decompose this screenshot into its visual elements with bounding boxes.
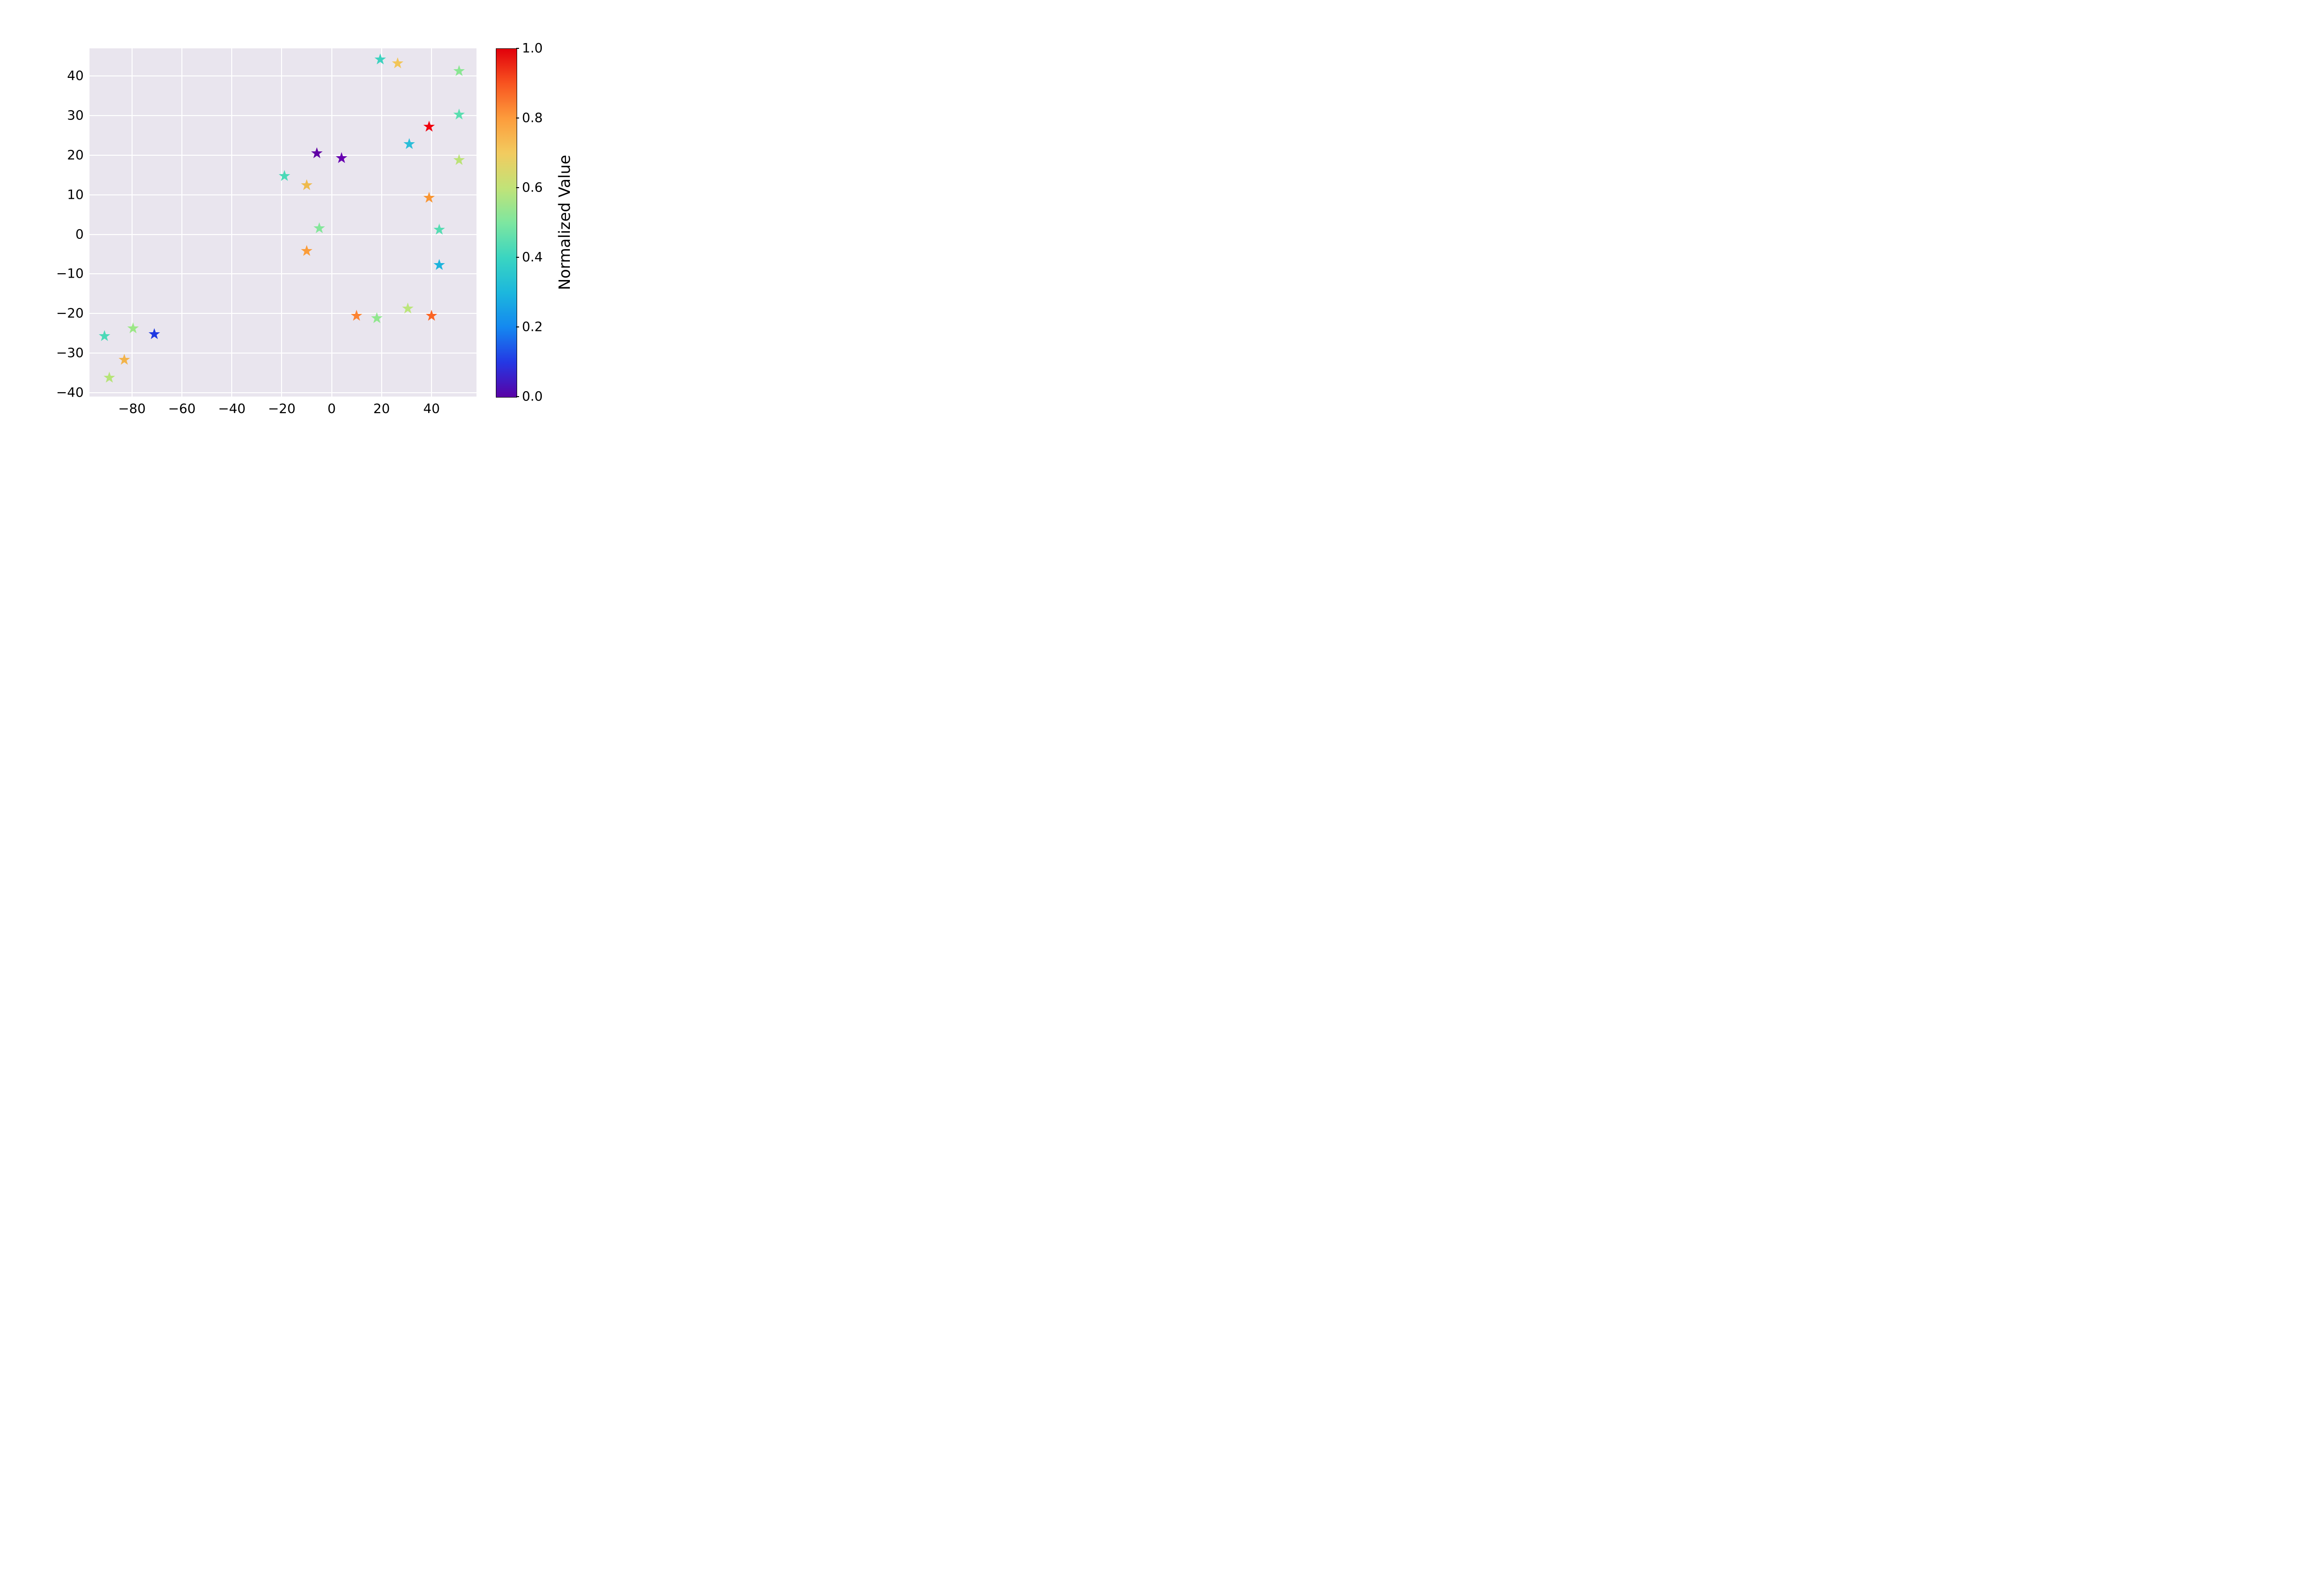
- gridline-vertical: [331, 48, 332, 397]
- gridline-horizontal: [89, 75, 476, 76]
- scatter-point: [425, 310, 438, 324]
- gridline-horizontal: [89, 115, 476, 116]
- gridline-horizontal: [89, 273, 476, 274]
- scatter-point: [453, 65, 465, 79]
- scatter-point: [118, 354, 131, 368]
- colorbar-label: Normalized Value: [555, 155, 574, 290]
- scatter-point: [311, 147, 323, 162]
- gridline-horizontal: [89, 194, 476, 195]
- scatter-point: [300, 179, 313, 193]
- x-tick-label: 0: [327, 401, 336, 416]
- colorbar-tick: [516, 396, 519, 397]
- colorbar-tick: [516, 48, 519, 49]
- gridline-vertical: [381, 48, 382, 397]
- colorbar-tick: [516, 326, 519, 327]
- scatter-point: [278, 170, 291, 184]
- colorbar-tick-label: 0.2: [522, 320, 543, 335]
- scatter-point: [374, 53, 387, 68]
- x-tick-label: 20: [373, 401, 390, 416]
- scatter-point: [350, 310, 363, 324]
- colorbar-tick-label: 1.0: [522, 41, 543, 56]
- y-tick-label: 40: [67, 69, 84, 84]
- colorbar-tick: [516, 257, 519, 258]
- x-tick-label: −40: [218, 401, 246, 416]
- scatter-point: [423, 120, 435, 135]
- gridline-horizontal: [89, 313, 476, 314]
- gridline-horizontal: [89, 392, 476, 393]
- x-tick-label: −60: [168, 401, 195, 416]
- scatter-point: [391, 57, 404, 72]
- colorbar-tick-label: 0.8: [522, 111, 543, 126]
- scatter-figure: Normalized Value −80 −60 −40 −20 0 20 40 −40 −30…: [0, 0, 697, 479]
- scatter-point: [402, 302, 414, 317]
- scatter-point: [148, 328, 161, 342]
- plot-area: [89, 48, 476, 397]
- colorbar-tick-label: 0.4: [522, 250, 543, 265]
- x-tick-label: −80: [118, 401, 146, 416]
- gridline-vertical: [431, 48, 432, 397]
- scatter-point: [403, 138, 416, 152]
- scatter-point: [433, 259, 446, 273]
- scatter-point: [423, 192, 435, 206]
- y-tick-label: 10: [67, 187, 84, 202]
- scatter-point: [98, 330, 111, 344]
- colorbar-tick: [516, 187, 519, 188]
- gridline-horizontal: [89, 234, 476, 235]
- colorbar-tick-label: 0.0: [522, 389, 543, 404]
- gridline-horizontal: [89, 155, 476, 156]
- scatter-point: [371, 312, 383, 326]
- gridline-vertical: [281, 48, 282, 397]
- gridline-horizontal: [89, 353, 476, 354]
- scatter-point: [103, 371, 116, 386]
- gridline-vertical: [231, 48, 232, 397]
- scatter-point: [127, 322, 139, 337]
- scatter-point: [313, 222, 326, 236]
- x-tick-label: 40: [423, 401, 440, 416]
- y-tick-label: −10: [56, 266, 84, 281]
- colorbar-tick-label: 0.6: [522, 180, 543, 195]
- scatter-point: [453, 154, 465, 168]
- gridline-vertical: [132, 48, 133, 397]
- y-tick-label: −20: [56, 306, 84, 321]
- y-tick-label: −30: [56, 346, 84, 361]
- scatter-point: [335, 152, 348, 166]
- y-tick-label: 30: [67, 108, 84, 123]
- y-tick-label: 0: [75, 227, 84, 242]
- scatter-point: [433, 223, 446, 238]
- gridline-vertical: [181, 48, 182, 397]
- y-tick-label: 20: [67, 148, 84, 163]
- colorbar: [496, 48, 517, 398]
- scatter-point: [453, 108, 465, 123]
- y-tick-label: −40: [56, 385, 84, 400]
- x-tick-label: −20: [268, 401, 296, 416]
- scatter-point: [300, 245, 313, 259]
